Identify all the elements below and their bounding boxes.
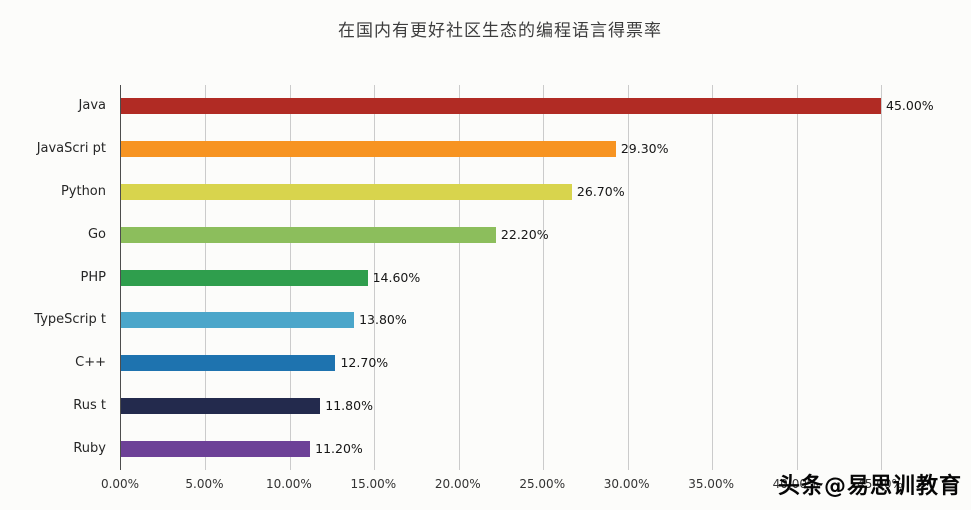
bar bbox=[121, 440, 311, 457]
gridline bbox=[543, 85, 545, 470]
category-label: Ruby bbox=[73, 440, 106, 456]
x-axis-tick-label: 5.00% bbox=[185, 477, 224, 491]
value-label: 13.80% bbox=[359, 312, 407, 328]
category-label: C++ bbox=[75, 355, 106, 371]
gridline bbox=[881, 85, 882, 470]
value-label: 22.20% bbox=[500, 226, 549, 242]
category-label: TypeScrip t bbox=[34, 312, 106, 328]
value-label: 12.70% bbox=[340, 355, 389, 371]
category-label: Go bbox=[87, 226, 106, 242]
bar bbox=[121, 226, 496, 243]
x-axis-tick-label: 35.00% bbox=[688, 477, 734, 491]
value-label: 11.20% bbox=[315, 440, 363, 456]
category-label: JavaScri pt bbox=[36, 141, 106, 157]
bar bbox=[121, 183, 572, 200]
x-axis-tick-label: 0.00% bbox=[100, 477, 140, 491]
bar bbox=[121, 141, 616, 158]
watermark: 头条@易思训教育 bbox=[777, 474, 962, 499]
x-axis-tick-label: 25.00% bbox=[519, 477, 566, 491]
value-label: 26.70% bbox=[576, 183, 625, 199]
chart-title: 在国内有更好社区生态的编程语言得票率 bbox=[338, 21, 662, 41]
bar bbox=[121, 269, 368, 286]
gridline bbox=[627, 85, 629, 470]
gridline bbox=[374, 85, 376, 470]
x-axis-tick-label: 40.00% bbox=[772, 477, 819, 491]
x-axis-tick-label: 10.00% bbox=[265, 477, 312, 491]
category-label: Rus t bbox=[73, 397, 106, 413]
category-label: Python bbox=[60, 183, 106, 199]
bar bbox=[121, 312, 355, 329]
bar bbox=[121, 98, 881, 115]
value-label: 11.80% bbox=[325, 397, 373, 413]
x-axis-tick-label: 15.00% bbox=[350, 477, 397, 491]
x-axis-tick-label: 45.00% bbox=[857, 477, 903, 491]
category-label: Java bbox=[78, 98, 106, 114]
value-label: 45.00% bbox=[886, 98, 934, 114]
plot-area bbox=[120, 85, 882, 470]
gridline bbox=[796, 85, 798, 470]
category-label: PHP bbox=[80, 269, 106, 285]
bar bbox=[121, 355, 336, 372]
gridline bbox=[458, 85, 460, 470]
gridline bbox=[712, 85, 714, 470]
x-axis-tick-label: 30.00% bbox=[603, 477, 650, 491]
value-label: 14.60% bbox=[372, 269, 421, 285]
bar bbox=[121, 397, 321, 414]
x-axis-tick-label: 20.00% bbox=[434, 477, 481, 491]
value-label: 29.30% bbox=[620, 141, 669, 157]
